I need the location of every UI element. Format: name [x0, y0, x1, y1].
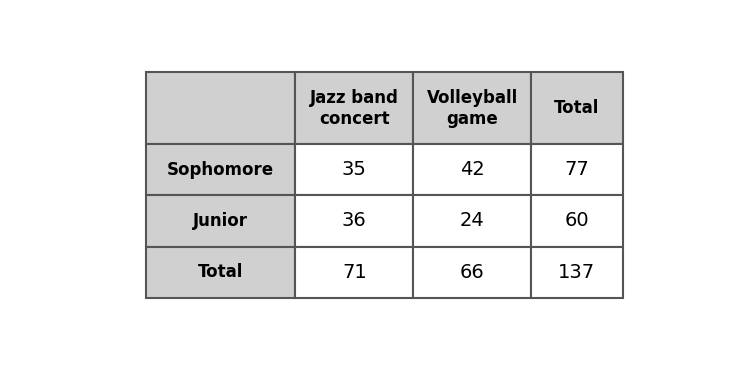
- Text: Junior: Junior: [194, 212, 248, 230]
- Bar: [413, 247, 531, 298]
- Bar: [296, 195, 413, 247]
- Text: 77: 77: [565, 160, 590, 179]
- Text: 36: 36: [342, 212, 367, 231]
- Bar: [296, 145, 413, 195]
- Text: 137: 137: [558, 262, 596, 281]
- Text: Jazz band
concert: Jazz band concert: [310, 89, 399, 128]
- Bar: [531, 247, 622, 298]
- Text: 60: 60: [565, 212, 590, 231]
- Bar: [296, 72, 413, 145]
- Text: 24: 24: [460, 212, 484, 231]
- Text: 42: 42: [460, 160, 484, 179]
- Bar: [146, 145, 296, 195]
- Bar: [531, 145, 622, 195]
- Text: Sophomore: Sophomore: [167, 161, 274, 179]
- Bar: [413, 145, 531, 195]
- Bar: [146, 72, 296, 145]
- Text: Total: Total: [198, 263, 244, 281]
- Text: 66: 66: [460, 262, 484, 281]
- Text: Volleyball
game: Volleyball game: [427, 89, 518, 128]
- Bar: [413, 195, 531, 247]
- Bar: [146, 247, 296, 298]
- Bar: [531, 195, 622, 247]
- Text: 71: 71: [342, 262, 367, 281]
- Text: Total: Total: [554, 99, 599, 117]
- Bar: [413, 72, 531, 145]
- Text: 35: 35: [342, 160, 367, 179]
- Bar: [146, 195, 296, 247]
- Bar: [296, 247, 413, 298]
- Bar: [531, 72, 622, 145]
